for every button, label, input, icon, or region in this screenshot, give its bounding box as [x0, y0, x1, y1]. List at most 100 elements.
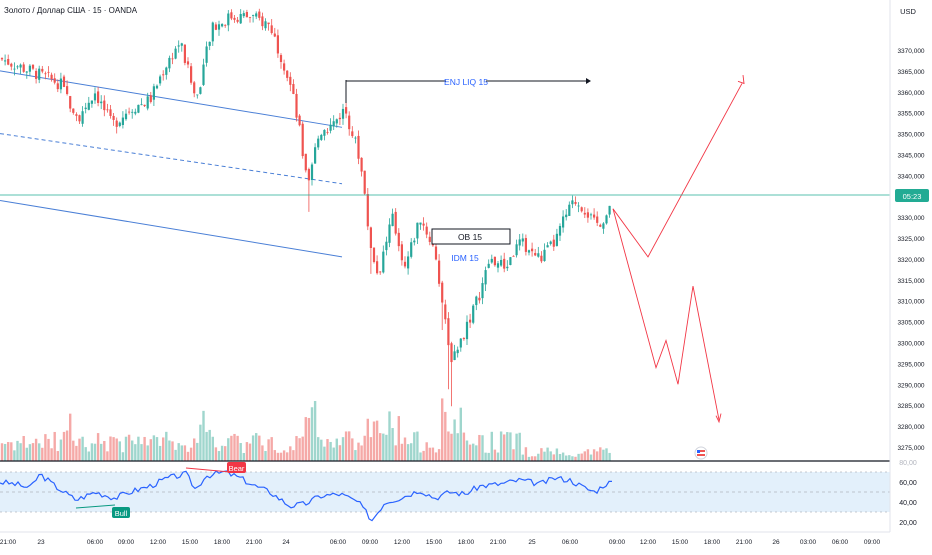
- candle-bear[interactable]: [248, 16, 252, 18]
- candle-bear[interactable]: [261, 16, 264, 27]
- candle-bull[interactable]: [100, 101, 103, 104]
- candle-bull[interactable]: [90, 100, 93, 104]
- candle-bear[interactable]: [143, 104, 146, 107]
- candle-bull[interactable]: [314, 147, 317, 164]
- candle-bear[interactable]: [326, 131, 329, 133]
- candle-bear[interactable]: [534, 252, 537, 256]
- candle-bull[interactable]: [419, 222, 422, 225]
- candle-bull[interactable]: [453, 351, 456, 361]
- lower-trendline[interactable]: [0, 199, 343, 258]
- candle-bear[interactable]: [109, 109, 112, 116]
- candle-bear[interactable]: [258, 11, 261, 18]
- candle-bear[interactable]: [357, 135, 360, 159]
- candle-bull[interactable]: [391, 213, 394, 227]
- candle-bull[interactable]: [602, 223, 605, 229]
- candle-bull[interactable]: [13, 68, 16, 70]
- candle-bull[interactable]: [19, 64, 22, 68]
- candle-bear[interactable]: [66, 86, 69, 94]
- candle-bull[interactable]: [221, 24, 224, 27]
- candle-bear[interactable]: [47, 71, 50, 73]
- candle-bull[interactable]: [568, 204, 571, 216]
- candle-bear[interactable]: [75, 114, 78, 116]
- candle-bear[interactable]: [233, 17, 236, 20]
- candle-bull[interactable]: [558, 225, 562, 236]
- candle-bear[interactable]: [512, 255, 515, 257]
- candle-bull[interactable]: [310, 164, 314, 181]
- candle-bear[interactable]: [422, 223, 425, 226]
- candle-bull[interactable]: [475, 296, 478, 306]
- candle-bull[interactable]: [28, 65, 31, 72]
- candle-bull[interactable]: [413, 240, 416, 243]
- candle-bear[interactable]: [531, 248, 534, 252]
- candle-bear[interactable]: [193, 82, 196, 94]
- candle-bull[interactable]: [562, 216, 565, 228]
- candle-bull[interactable]: [152, 86, 155, 100]
- candle-bear[interactable]: [338, 117, 341, 120]
- candle-bull[interactable]: [317, 138, 320, 148]
- candle-bear[interactable]: [35, 70, 38, 79]
- candle-bull[interactable]: [264, 21, 267, 29]
- candle-bear[interactable]: [478, 297, 481, 301]
- candle-bear[interactable]: [283, 63, 286, 71]
- candle-bear[interactable]: [447, 318, 450, 346]
- candle-bear[interactable]: [289, 76, 292, 85]
- candle-bear[interactable]: [295, 93, 298, 118]
- candle-bull[interactable]: [140, 104, 143, 106]
- candle-bear[interactable]: [128, 111, 131, 113]
- candle-bear[interactable]: [267, 22, 270, 25]
- currency-label[interactable]: USD: [900, 7, 916, 16]
- candle-bear[interactable]: [162, 74, 165, 76]
- candle-bear[interactable]: [583, 212, 586, 215]
- candle-bull[interactable]: [252, 15, 255, 16]
- candle-bear[interactable]: [369, 227, 372, 248]
- candle-bear[interactable]: [115, 120, 118, 127]
- candle-bull[interactable]: [555, 233, 558, 246]
- candle-bear[interactable]: [276, 35, 279, 54]
- candle-bull[interactable]: [549, 241, 552, 244]
- candle-bear[interactable]: [596, 216, 599, 223]
- candle-bull[interactable]: [385, 241, 388, 251]
- candle-bull[interactable]: [354, 137, 357, 139]
- candle-bear[interactable]: [469, 319, 472, 323]
- candle-bull[interactable]: [410, 242, 413, 257]
- candle-bear[interactable]: [552, 239, 555, 247]
- candle-bear[interactable]: [444, 304, 447, 320]
- candle-bear[interactable]: [53, 78, 56, 83]
- candle-bull[interactable]: [323, 129, 326, 136]
- candle-bull[interactable]: [118, 122, 121, 126]
- candle-bull[interactable]: [608, 205, 611, 215]
- candle-bear[interactable]: [574, 202, 577, 204]
- candle-bear[interactable]: [348, 115, 351, 130]
- candle-bear[interactable]: [224, 24, 227, 26]
- symbol-title[interactable]: Золото / Доллар США · 15 · OANDA: [4, 6, 138, 15]
- candle-bull[interactable]: [81, 111, 84, 124]
- candle-bear[interactable]: [363, 170, 366, 194]
- candle-bear[interactable]: [351, 131, 354, 137]
- candle-bull[interactable]: [159, 76, 162, 84]
- candle-bear[interactable]: [493, 256, 496, 266]
- candle-bull[interactable]: [332, 121, 335, 127]
- candle-bull[interactable]: [407, 256, 410, 269]
- candle-bull[interactable]: [546, 245, 549, 248]
- candle-bull[interactable]: [146, 96, 149, 109]
- candle-bear[interactable]: [438, 260, 441, 284]
- candle-bull[interactable]: [543, 249, 546, 262]
- candle-bull[interactable]: [320, 134, 323, 140]
- candle-bull[interactable]: [202, 64, 205, 85]
- candle-bull[interactable]: [199, 87, 202, 94]
- candle-bear[interactable]: [50, 74, 53, 80]
- candle-bull[interactable]: [137, 104, 140, 113]
- candle-bull[interactable]: [196, 94, 199, 96]
- candle-bear[interactable]: [62, 76, 66, 87]
- candle-bear[interactable]: [292, 84, 295, 94]
- candle-bear[interactable]: [400, 244, 403, 261]
- candle-bear[interactable]: [586, 212, 589, 218]
- rsi-panel[interactable]: [0, 470, 890, 522]
- candle-bull[interactable]: [605, 215, 608, 224]
- candle-bear[interactable]: [236, 19, 239, 22]
- candle-bull[interactable]: [208, 41, 211, 46]
- candle-bear[interactable]: [345, 107, 348, 114]
- candle-bear[interactable]: [106, 109, 109, 111]
- candle-bull[interactable]: [217, 24, 221, 30]
